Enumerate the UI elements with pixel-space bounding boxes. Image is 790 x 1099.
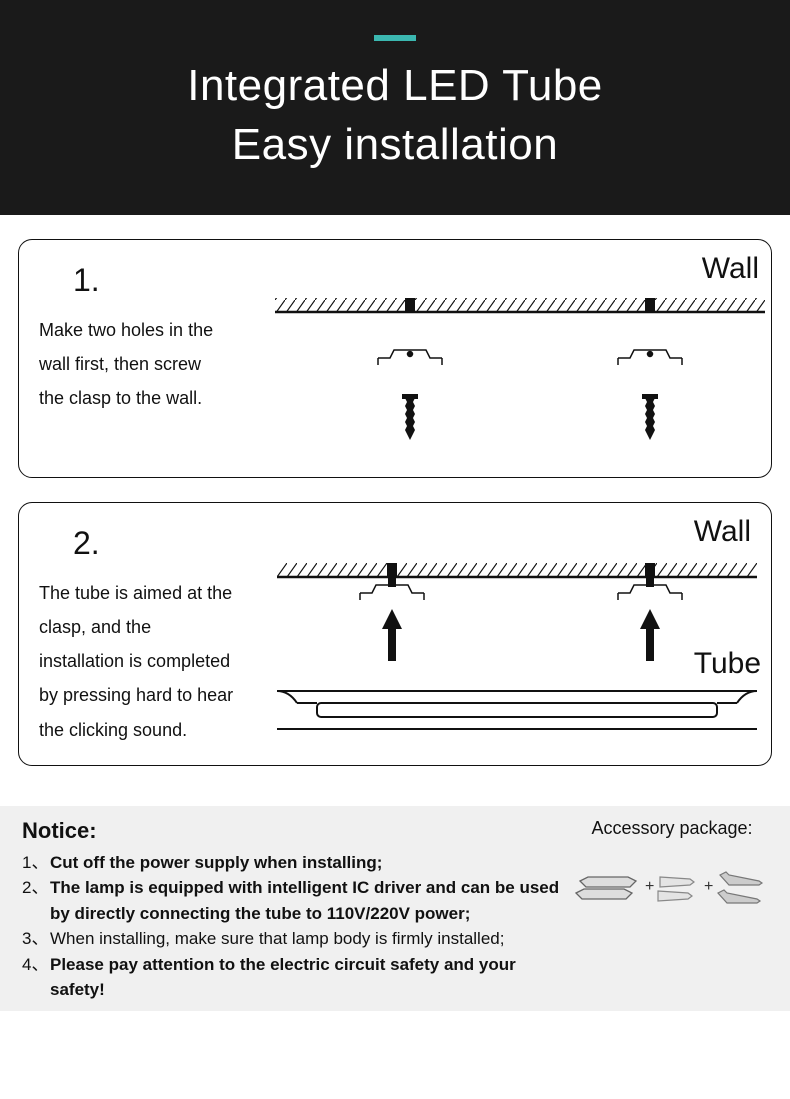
item-num: 2、	[22, 875, 50, 926]
wall-label: Wall	[702, 252, 759, 286]
step1-diagram: Wall	[265, 258, 785, 463]
svg-text:+: +	[704, 878, 713, 895]
accessory-package: Accessory package: + +	[572, 818, 772, 1003]
notice-item: 3、 When installing, make sure that lamp …	[22, 926, 560, 952]
step-description: Make two holes in the wall first, then s…	[39, 313, 229, 416]
item-text: Please pay attention to the electric cir…	[50, 952, 560, 1003]
item-num: 4、	[22, 952, 50, 1003]
item-num: 1、	[22, 850, 50, 876]
step-panel-1: 1. Make two holes in the wall first, the…	[18, 239, 772, 478]
step-text: 1. Make two holes in the wall first, the…	[39, 258, 229, 463]
notice-title: Notice:	[22, 818, 560, 844]
diagram-svg	[265, 258, 785, 458]
tube-label: Tube	[694, 647, 761, 681]
header: Integrated LED Tube Easy installation	[0, 0, 790, 215]
svg-text:+: +	[645, 878, 654, 895]
accessory-svg: + +	[572, 847, 772, 917]
notice-item: 1、 Cut off the power supply when install…	[22, 850, 560, 876]
item-num: 3、	[22, 926, 50, 952]
item-text: When installing, make sure that lamp bod…	[50, 926, 504, 952]
item-text: The lamp is equipped with intelligent IC…	[50, 875, 560, 926]
step-number: 1.	[73, 262, 229, 299]
page-title: Integrated LED Tube Easy installation	[0, 56, 790, 175]
step-description: The tube is aimed at the clasp, and the …	[39, 576, 239, 747]
notice-text: Notice: 1、 Cut off the power supply when…	[22, 818, 560, 1003]
notice-list: 1、 Cut off the power supply when install…	[22, 850, 560, 1003]
step2-diagram: Wall Tube	[257, 521, 777, 751]
title-line: Integrated LED Tube	[187, 61, 603, 110]
notice-item: 4、 Please pay attention to the electric …	[22, 952, 560, 1003]
accent-bar	[374, 35, 416, 41]
notice-section: Notice: 1、 Cut off the power supply when…	[0, 806, 790, 1011]
notice-item: 2、 The lamp is equipped with intelligent…	[22, 875, 560, 926]
title-line: Easy installation	[232, 120, 558, 169]
step-text: 2. The tube is aimed at the clasp, and t…	[39, 521, 239, 751]
diagram-svg	[257, 521, 777, 746]
accessory-title: Accessory package:	[572, 818, 772, 839]
item-text: Cut off the power supply when installing…	[50, 850, 382, 876]
step-panel-2: 2. The tube is aimed at the clasp, and t…	[18, 502, 772, 766]
step-number: 2.	[73, 525, 239, 562]
wall-label: Wall	[694, 515, 751, 549]
